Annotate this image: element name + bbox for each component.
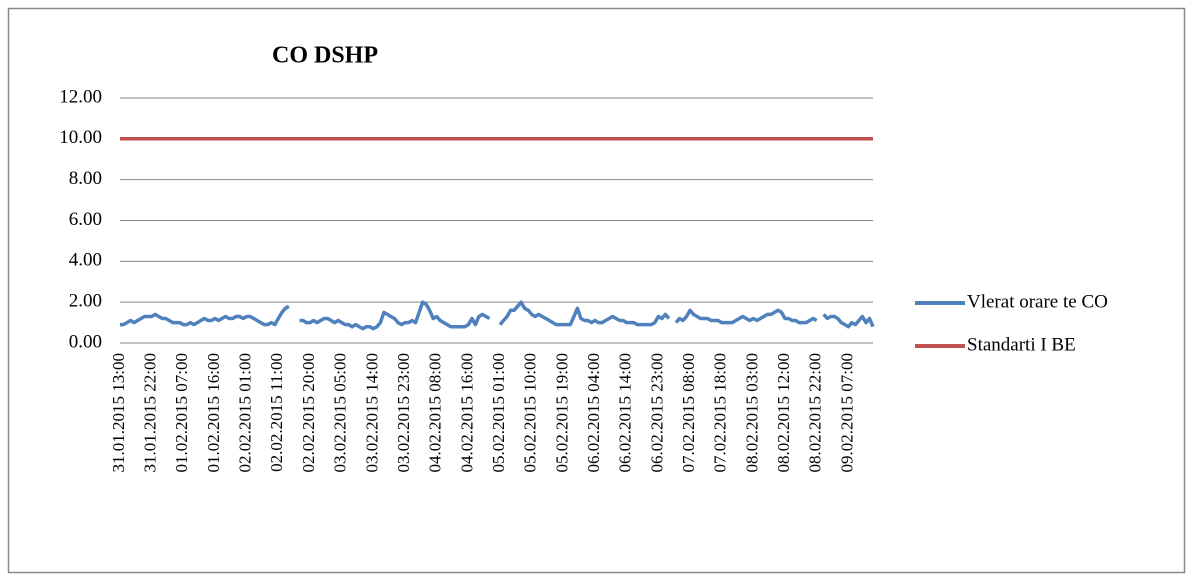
x-tick-label: 07.02.2015 08:00 (679, 353, 698, 472)
chart-frame (7, 7, 1186, 574)
x-tick-label: 04.02.2015 16:00 (457, 353, 476, 472)
legend-label: Vlerat orare te CO (967, 291, 1108, 312)
y-tick-label: 0.00 (69, 331, 102, 352)
x-tick-label: 03.02.2015 23:00 (394, 353, 413, 472)
x-tick-label: 02.02.2015 20:00 (299, 353, 318, 472)
y-tick-label: 2.00 (69, 291, 102, 312)
x-tick-label: 05.02.2015 01:00 (489, 353, 508, 472)
series-line (120, 300, 875, 331)
x-tick-label: 07.02.2015 18:00 (711, 353, 730, 472)
x-tick-label: 08.02.2015 22:00 (806, 353, 825, 472)
x-tick-label: 08.02.2015 03:00 (742, 353, 761, 472)
chart-title: CO DSHP (272, 43, 378, 69)
x-tick-label: 03.02.2015 14:00 (362, 353, 381, 472)
x-tick-label: 31.01.2015 22:00 (141, 353, 160, 472)
y-tick-label: 6.00 (69, 209, 102, 230)
x-tick-label: 06.02.2015 23:00 (647, 353, 666, 472)
x-tick-label: 04.02.2015 08:00 (426, 353, 445, 472)
x-tick-label: 06.02.2015 04:00 (584, 353, 603, 472)
x-tick-label: 08.02.2015 12:00 (774, 353, 793, 472)
x-tick-label: 01.02.2015 16:00 (204, 353, 223, 472)
y-tick-label: 8.00 (69, 168, 102, 189)
x-tick-label: 31.01.2015 13:00 (109, 353, 128, 472)
y-tick-label: 4.00 (69, 250, 102, 271)
x-tick-label: 02.02.2015 11:00 (267, 353, 286, 472)
x-tick-label: 06.02.2015 14:00 (616, 353, 635, 472)
legend-label: Standarti I BE (967, 334, 1076, 355)
x-tick-label: 01.02.2015 07:00 (172, 353, 191, 472)
y-tick-label: 10.00 (59, 127, 102, 148)
x-tick-label: 05.02.2015 19:00 (552, 353, 571, 472)
x-tick-label: 02.02.2015 01:00 (236, 353, 255, 472)
x-tick-label: 03.02.2015 05:00 (331, 353, 350, 472)
y-tick-label: 12.00 (59, 86, 102, 107)
x-tick-label: 05.02.2015 10:00 (521, 353, 540, 472)
x-tick-label: 09.02.2015 07:00 (837, 353, 856, 472)
